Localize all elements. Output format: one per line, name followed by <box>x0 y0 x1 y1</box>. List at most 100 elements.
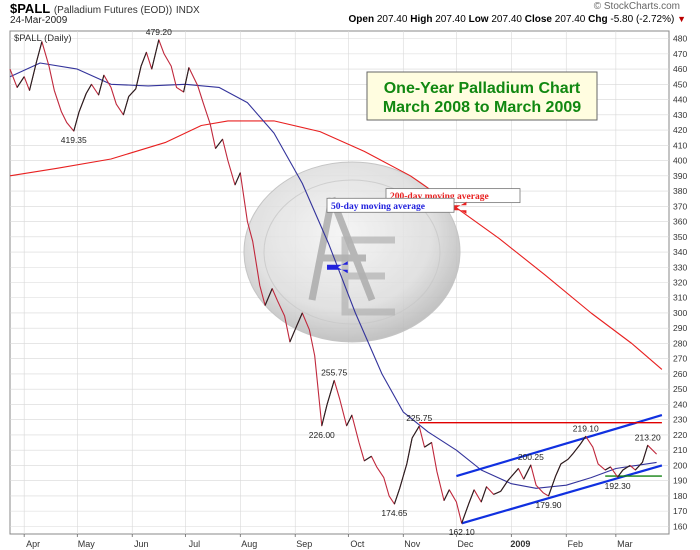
y-tick-label: 300 <box>673 308 687 318</box>
price-segment-up <box>183 67 190 93</box>
point-label: 226.00 <box>309 430 335 440</box>
price-segment-up <box>411 425 420 439</box>
y-tick-label: 360 <box>673 217 687 227</box>
x-tick-label: Apr <box>26 539 40 549</box>
channel-upper-line <box>456 414 663 478</box>
y-tick-label: 350 <box>673 232 687 242</box>
price-segment-up <box>493 490 501 495</box>
price-segment-up <box>289 324 298 343</box>
x-tick-label: Feb <box>567 539 583 549</box>
price-segment-up <box>296 312 303 326</box>
point-label: 479.20 <box>146 27 172 37</box>
y-tick-label: 480 <box>673 34 687 44</box>
y-tick-label: 230 <box>673 415 687 425</box>
annotation-ma50: 50-day moving average <box>326 197 455 274</box>
y-tick-label: 340 <box>673 247 687 257</box>
annotation-arrow <box>327 261 348 274</box>
channel-lower-line <box>461 464 663 525</box>
high-label: High <box>410 14 433 25</box>
price-segment-up <box>78 93 87 112</box>
y-tick-label: 450 <box>673 79 687 89</box>
price-segment-up <box>73 111 80 132</box>
panel-label-box: $PALL (Daily) <box>14 33 72 44</box>
point-label: 213.20 <box>635 432 661 442</box>
y-tick-label: 260 <box>673 369 687 379</box>
y-tick-label: 330 <box>673 262 687 272</box>
point-label: 255.75 <box>321 367 347 377</box>
x-tick-label: Jul <box>189 539 201 549</box>
y-tick-label: 470 <box>673 49 687 59</box>
y-tick-label: 250 <box>673 384 687 394</box>
price-segment-up <box>399 463 408 489</box>
y-axis: 160 170 180 190 200 210 220 230 240 250 260 270 280 2… <box>673 34 687 532</box>
y-tick-label: 280 <box>673 338 687 348</box>
annotation-text: 200-day moving average <box>390 192 489 202</box>
price-segment-up <box>617 469 624 478</box>
point-label: 179.90 <box>536 500 562 510</box>
trend-overlays <box>419 414 663 525</box>
price-segment-up <box>28 61 38 91</box>
price-segment-up <box>321 404 328 426</box>
price-series <box>9 39 657 524</box>
chg-label: Chg <box>588 14 608 25</box>
chart-title-line1: One-Year Palladium Chart <box>384 80 581 97</box>
y-tick-label: 310 <box>673 293 687 303</box>
ma200-line <box>9 120 663 370</box>
y-tick-label: 370 <box>673 201 687 211</box>
chart-header: $PALL (Palladium Futures (EOD)) INDX 24-… <box>0 0 700 30</box>
price-segment-up <box>85 84 92 94</box>
copyright: © StockCharts.com <box>593 1 680 12</box>
price-segment-up <box>151 39 160 70</box>
y-tick-label: 200 <box>673 460 687 470</box>
symbol-name: (Palladium Futures (EOD)) <box>53 5 173 16</box>
symbol-line: $PALL (Palladium Futures (EOD)) INDX <box>10 1 200 16</box>
y-tick-label: 220 <box>673 430 687 440</box>
open-label: Open <box>348 14 375 25</box>
panel-label: $PALL (Daily) <box>14 33 72 44</box>
chg-value: -5.80 (-2.72%) <box>610 14 675 25</box>
chart-title-box: One-Year Palladium Chart March 2008 to M… <box>366 71 598 121</box>
price-segment-up <box>622 464 631 471</box>
exchange: INDX <box>175 5 200 16</box>
chart-date: 24-Mar-2009 <box>10 15 68 26</box>
point-label: 200.25 <box>518 452 544 462</box>
symbol: $PALL <box>10 1 51 16</box>
chg-down-icon: ▼ <box>677 14 686 24</box>
point-label: 419.35 <box>61 135 87 145</box>
ma50-line <box>9 62 657 489</box>
open-value: 207.40 <box>376 14 408 25</box>
x-tick-label: Dec <box>457 539 474 549</box>
high-value: 207.40 <box>435 14 466 25</box>
price-segment-up <box>98 75 105 96</box>
y-tick-label: 160 <box>673 521 687 531</box>
price-segment-up <box>264 288 273 306</box>
x-tick-label: Mar <box>617 539 633 549</box>
price-segment-up <box>500 480 509 492</box>
y-tick-label: 240 <box>673 399 687 409</box>
price-segment-up <box>346 414 353 427</box>
y-tick-label: 320 <box>673 278 687 288</box>
low-label: Low <box>468 14 489 25</box>
annotation-box <box>326 197 455 213</box>
y-tick-label: 290 <box>673 323 687 333</box>
x-axis: Apr May Jun Jul Aug Sep Oct Nov Dec 2009 Feb Mar <box>23 534 633 549</box>
price-segment-up <box>523 464 532 480</box>
y-tick-label: 270 <box>673 354 687 364</box>
y-tick-label: 170 <box>673 506 687 516</box>
price-segment-up <box>548 475 557 497</box>
y-tick-label: 190 <box>673 476 687 486</box>
y-tick-label: 210 <box>673 445 687 455</box>
x-tick-label: May <box>78 539 96 549</box>
price-segment-up <box>128 88 137 97</box>
point-label: 225.75 <box>406 413 432 423</box>
y-tick-label: 420 <box>673 125 687 135</box>
point-label: 219.10 <box>573 423 599 433</box>
price-segment-up <box>36 41 43 62</box>
price-segment-up <box>140 52 147 67</box>
ma50-series <box>9 62 657 489</box>
y-tick-label: 410 <box>673 140 687 150</box>
price-segment-up <box>234 172 241 186</box>
price-segment-up <box>406 437 413 464</box>
price-segment-up <box>215 138 224 149</box>
